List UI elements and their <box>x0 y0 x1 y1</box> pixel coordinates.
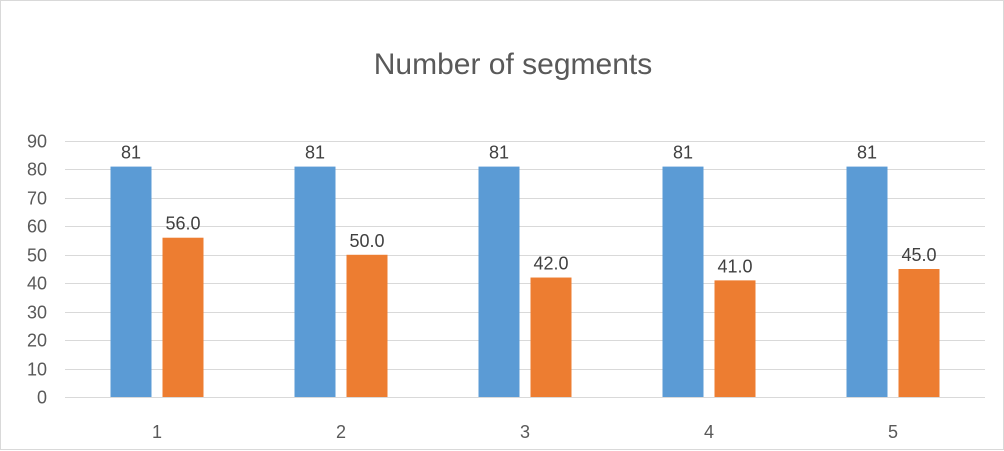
data-label-series-1-cat-5: 81 <box>857 143 877 163</box>
x-tick-label: 5 <box>888 422 898 442</box>
y-tick-label: 0 <box>37 388 47 408</box>
data-label-series-1-cat-1: 81 <box>121 143 141 163</box>
gridlines <box>65 141 985 398</box>
data-label-series-1-cat-4: 81 <box>673 143 693 163</box>
bar-series-2-cat-3 <box>530 277 572 397</box>
data-label-series-2-cat-3: 42.0 <box>533 254 568 274</box>
bar-series-2-cat-4 <box>714 280 756 397</box>
x-tick-label: 2 <box>336 422 346 442</box>
y-tick-label: 50 <box>27 246 47 266</box>
y-tick-label: 70 <box>27 189 47 209</box>
y-tick-label: 20 <box>27 331 47 351</box>
data-label-series-1-cat-2: 81 <box>305 143 325 163</box>
y-tick-label: 10 <box>27 360 47 380</box>
bar-series-1-cat-2 <box>294 166 336 397</box>
y-tick-label: 30 <box>27 303 47 323</box>
chart-title: Number of segments <box>374 48 652 81</box>
x-tick-label: 1 <box>152 422 162 442</box>
data-label-series-2-cat-1: 56.0 <box>165 214 200 234</box>
x-tick-label: 4 <box>704 422 714 442</box>
y-axis-ticks: 0 10 20 30 40 50 60 70 80 90 <box>27 132 47 408</box>
x-tick-label: 3 <box>520 422 530 442</box>
x-axis-ticks: 1 2 3 4 5 <box>152 422 898 442</box>
bar-series-1-cat-4 <box>662 166 704 397</box>
data-label-series-1-cat-3: 81 <box>489 143 509 163</box>
bar-series-1-cat-1 <box>110 166 152 397</box>
y-tick-label: 40 <box>27 274 47 294</box>
data-label-series-2-cat-4: 41.0 <box>717 256 752 276</box>
y-tick-label: 60 <box>27 217 47 237</box>
bar-series-2-cat-2 <box>346 254 388 397</box>
bar-series-1-cat-3 <box>478 166 520 397</box>
bar-series-2-cat-1 <box>162 237 204 397</box>
bar-series-1-cat-5 <box>846 166 888 397</box>
y-tick-label: 90 <box>27 132 47 152</box>
y-tick-label: 80 <box>27 160 47 180</box>
data-labels: 81 56.0 81 50.0 81 42.0 81 41.0 81 45.0 <box>121 143 937 277</box>
data-label-series-2-cat-2: 50.0 <box>349 231 384 251</box>
bar-series-2-cat-5 <box>898 269 940 397</box>
data-label-series-2-cat-5: 45.0 <box>901 245 936 265</box>
bars <box>110 166 940 397</box>
